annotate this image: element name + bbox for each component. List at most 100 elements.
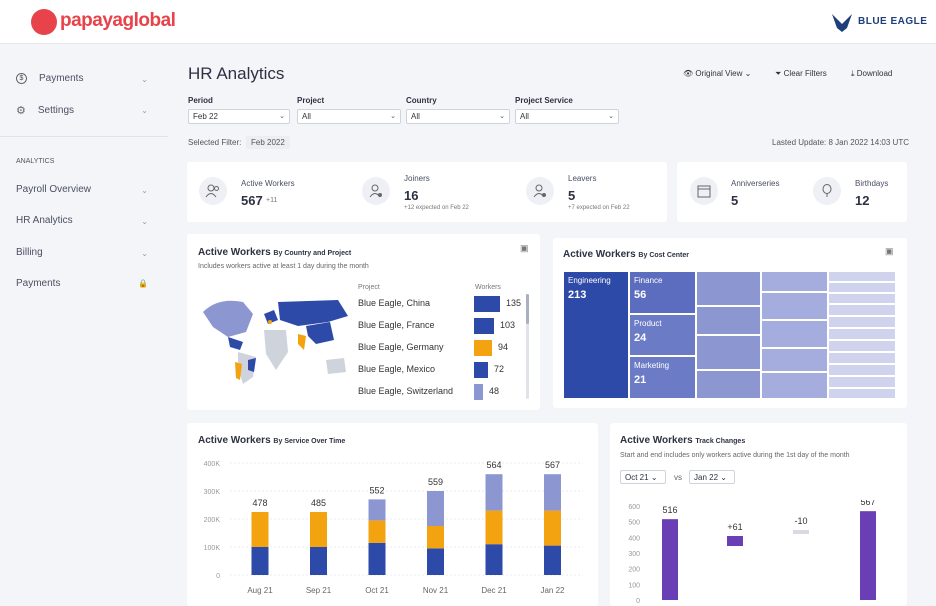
treemap-cell[interactable]	[828, 304, 896, 316]
treemap-cell[interactable]	[761, 372, 828, 399]
treemap-cell[interactable]	[828, 340, 896, 352]
service-bar-segment[interactable]	[368, 520, 386, 543]
service-bar-segment[interactable]	[251, 547, 269, 575]
download-icon: ⤓	[851, 69, 855, 78]
treemap-cell[interactable]	[828, 271, 896, 282]
country-bar[interactable]	[474, 296, 500, 312]
treemap-cell[interactable]	[761, 271, 828, 292]
treemap-cell[interactable]	[696, 370, 761, 399]
sidebar-item-payroll-overview[interactable]: Payroll Overview	[16, 184, 92, 195]
treemap-cell[interactable]	[828, 352, 896, 364]
sidebar-item-payments[interactable]: $ Payments	[16, 73, 83, 84]
service-bar-segment[interactable]	[485, 544, 503, 575]
sidebar-item-billing[interactable]: Billing	[16, 247, 43, 258]
original-view-button[interactable]: 👁 Original View ⌄	[683, 69, 752, 78]
chevron-down-icon: ⌄	[608, 113, 614, 120]
service-bar-segment[interactable]	[310, 512, 327, 547]
sidebar-item-payments-2[interactable]: Payments	[16, 278, 61, 289]
chevron-down-icon[interactable]: ⌄	[141, 186, 148, 195]
project-service-select[interactable]: All ⌄	[515, 109, 619, 124]
scrollbar-thumb[interactable]	[526, 294, 529, 324]
project-value: All	[302, 112, 311, 121]
service-bar-segment[interactable]	[544, 474, 561, 511]
papaya-logo-text[interactable]: papayaglobal	[60, 10, 176, 31]
treemap-value: 21	[634, 374, 647, 386]
image-export-icon[interactable]: ▣	[885, 246, 894, 256]
treemap-cell[interactable]	[828, 364, 896, 376]
image-export-icon[interactable]: ▣	[520, 243, 529, 253]
treemap-cell[interactable]	[828, 316, 896, 328]
treemap-cell[interactable]	[828, 376, 896, 388]
service-bar-segment[interactable]	[427, 491, 444, 526]
download-label: Download	[856, 69, 893, 78]
track-to-select[interactable]: Jan 22 ⌄	[689, 470, 735, 484]
sidebar-item-settings[interactable]: ⚙ Settings	[16, 104, 74, 117]
kpi-card-workers	[187, 162, 667, 222]
service-bar-segment[interactable]	[485, 510, 503, 545]
download-button[interactable]: ⤓ Download	[851, 69, 892, 79]
sidebar-item-hr-analytics[interactable]: HR Analytics	[16, 215, 73, 226]
treemap-cell[interactable]	[828, 328, 896, 340]
treemap-cell[interactable]	[761, 348, 828, 372]
selected-filter-chip[interactable]: Feb 2022	[246, 136, 290, 149]
country-row-label: Blue Eagle, Switzerland	[358, 386, 454, 396]
service-bar-total: 564	[486, 460, 501, 470]
treemap-cell[interactable]	[696, 306, 761, 335]
service-bar-segment[interactable]	[485, 474, 503, 511]
service-bar-segment[interactable]	[427, 548, 444, 575]
treemap-label: Product	[634, 319, 662, 328]
treemap-cell[interactable]	[761, 320, 828, 348]
service-bar-segment[interactable]	[368, 499, 386, 521]
birthdays-label: Birthdays	[855, 179, 889, 188]
service-bar-segment[interactable]	[310, 547, 327, 575]
map-russia	[278, 300, 348, 326]
country-row-label: Blue Eagle, Germany	[358, 342, 444, 352]
treemap-product[interactable]: Product 24	[629, 314, 696, 356]
treemap-finance[interactable]: Finance 56	[629, 271, 696, 314]
treemap-marketing[interactable]: Marketing 21	[629, 356, 696, 399]
service-bar-segment[interactable]	[544, 510, 561, 546]
country-bar[interactable]	[474, 340, 492, 356]
service-bar-segment[interactable]	[251, 512, 269, 547]
chevron-down-icon[interactable]: ⌄	[141, 249, 148, 258]
treemap-cell[interactable]	[828, 388, 896, 399]
service-bar-segment[interactable]	[368, 542, 386, 575]
country-select[interactable]: All ⌄	[406, 109, 510, 124]
map-australia	[326, 358, 346, 374]
treemap-cell[interactable]	[828, 282, 896, 293]
period-select[interactable]: Feb 22 ⌄	[188, 109, 290, 124]
service-bar-segment[interactable]	[427, 526, 444, 549]
chevron-down-icon[interactable]: ⌄	[141, 75, 148, 84]
papaya-logo-icon[interactable]	[31, 9, 57, 35]
joiners-value: 16	[404, 188, 419, 203]
world-map	[203, 300, 348, 384]
treemap-cell[interactable]	[828, 293, 896, 304]
track-bar[interactable]	[793, 530, 809, 534]
track-bar[interactable]	[860, 511, 876, 600]
service-bar-total: 485	[311, 498, 326, 508]
project-service-label: Project Service	[515, 96, 573, 105]
track-bar[interactable]	[662, 519, 678, 600]
leavers-sub: +7 expected on Feb 22	[568, 205, 630, 211]
chevron-down-icon[interactable]: ⌄	[141, 106, 148, 115]
treemap-engineering[interactable]: Engineering 213	[563, 271, 629, 399]
track-bar[interactable]	[727, 536, 743, 546]
country-bar[interactable]	[474, 318, 494, 334]
x-tick-label: Oct 21	[365, 586, 389, 595]
treemap-cell[interactable]	[761, 292, 828, 320]
project-select[interactable]: All ⌄	[297, 109, 401, 124]
country-bar[interactable]	[474, 384, 483, 400]
track-bar-label: +61	[727, 522, 742, 532]
service-bar-segment[interactable]	[544, 545, 561, 575]
cost-center-title-small: By Cost Center	[638, 252, 689, 259]
clear-filters-button[interactable]: ⏷ Clear Filters	[775, 69, 827, 79]
treemap-cell[interactable]	[696, 335, 761, 370]
y-tick-label: 400	[628, 535, 640, 542]
track-from-select[interactable]: Oct 21 ⌄	[620, 470, 666, 484]
clear-filters-label: Clear Filters	[783, 69, 827, 78]
service-bar-total: 552	[369, 485, 384, 495]
chevron-down-icon[interactable]: ⌄	[141, 217, 148, 226]
treemap-cell[interactable]	[696, 271, 761, 306]
country-list-scrollbar[interactable]	[526, 294, 529, 399]
country-bar[interactable]	[474, 362, 488, 378]
